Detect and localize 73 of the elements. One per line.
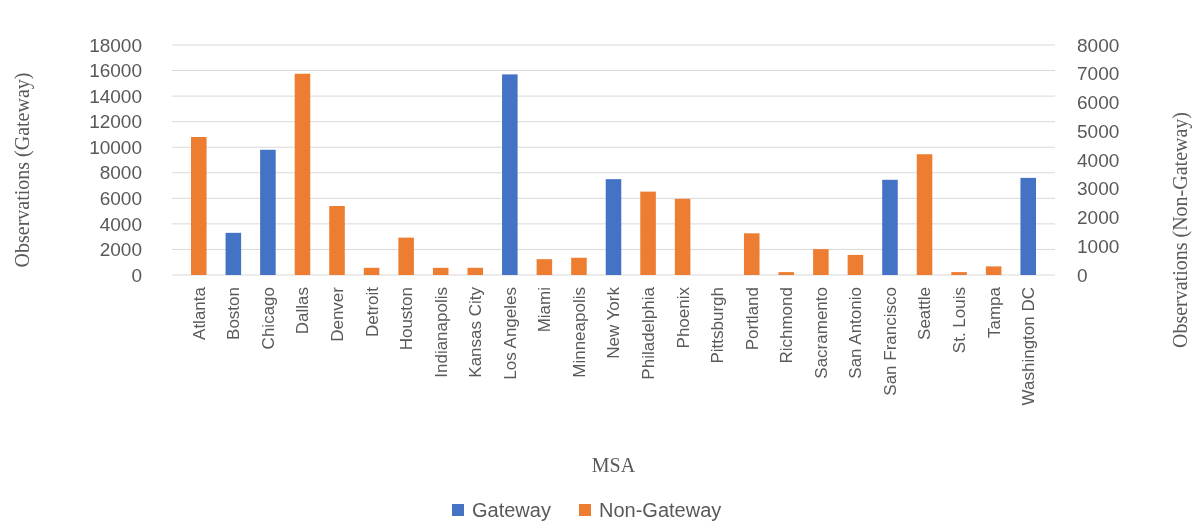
bar <box>294 73 311 275</box>
y2-tick-label: 2000 <box>1077 207 1120 229</box>
x-tick-label: Detroit <box>362 286 382 338</box>
y2-tick-label: 4000 <box>1077 149 1120 171</box>
x-tick-label: Seattle <box>915 287 935 340</box>
y-tick-label: 14000 <box>89 85 142 107</box>
x-tick-label: Miami <box>535 287 555 333</box>
bar <box>260 149 276 275</box>
y-tick-label: 10000 <box>89 136 142 158</box>
bar <box>536 259 553 275</box>
x-axis-title: MSA <box>591 454 636 476</box>
y-tick-label: 8000 <box>99 162 142 184</box>
x-tick-label: Portland <box>742 287 762 351</box>
bar <box>363 267 380 275</box>
y-tick-label: 6000 <box>99 187 142 209</box>
x-tick-label: St. Louis <box>950 287 970 354</box>
y2-tick-label: 6000 <box>1077 92 1120 114</box>
x-tick-label: Phoenix <box>673 286 693 349</box>
bar <box>985 266 1002 275</box>
x-tick-label: Minneapolis <box>569 287 589 378</box>
bar <box>813 249 829 275</box>
y2-tick-label: 7000 <box>1077 63 1120 85</box>
bar <box>398 237 414 275</box>
x-tick-label: San Francisco <box>880 287 900 396</box>
bar <box>502 74 518 275</box>
y-axis-title: Observations (Gateway) <box>11 72 34 268</box>
x-tick-label: Richmond <box>777 287 797 364</box>
bar <box>432 267 449 275</box>
legend-label: Non-Gateway <box>599 499 722 521</box>
bar <box>778 272 795 275</box>
bar <box>882 179 898 275</box>
x-tick-label: Dallas <box>293 287 313 335</box>
y2-tick-label: 5000 <box>1077 120 1120 142</box>
bar <box>329 206 345 275</box>
x-tick-label: Boston <box>224 287 244 340</box>
y-tick-label: 16000 <box>89 60 142 82</box>
x-tick-label: Indianapolis <box>431 287 451 378</box>
y2-axis-title: Observations (Non-Gateway) <box>1169 111 1192 349</box>
x-tick-label: Chicago <box>258 287 278 350</box>
y2-tick-label: 8000 <box>1077 34 1120 56</box>
bar <box>467 267 484 275</box>
x-tick-label: San Antonio <box>846 287 866 379</box>
y2-tick-label: 0 <box>1077 264 1088 286</box>
x-tick-label: Pittsburgh <box>708 287 728 364</box>
x-tick-label: Los Angeles <box>500 287 520 380</box>
y-tick-label: 0 <box>131 264 142 286</box>
legend-label: Gateway <box>472 499 551 521</box>
bar <box>916 154 933 275</box>
bar <box>674 198 691 275</box>
x-tick-label: Houston <box>397 287 417 351</box>
x-tick-label: Washington DC <box>1019 287 1039 406</box>
bar <box>191 137 207 275</box>
y-tick-label: 2000 <box>99 239 142 261</box>
x-tick-label: Kansas City <box>466 286 486 378</box>
x-tick-label: Philadelphia <box>639 286 659 380</box>
x-tick-label: Atlanta <box>189 286 209 340</box>
x-tick-label: New York <box>604 286 624 359</box>
bar <box>605 179 622 275</box>
y-tick-label: 12000 <box>89 111 142 133</box>
bar <box>225 232 242 275</box>
bar <box>1020 177 1036 275</box>
bar <box>847 254 864 275</box>
x-tick-label: Tampa <box>984 286 1004 339</box>
x-tick-label: Denver <box>327 286 347 342</box>
y-tick-label: 4000 <box>99 213 142 235</box>
bar <box>571 257 587 275</box>
y2-tick-label: 1000 <box>1077 235 1120 257</box>
y2-tick-label: 3000 <box>1077 178 1120 200</box>
bar <box>743 233 760 275</box>
bar <box>951 272 967 275</box>
y-tick-label: 18000 <box>89 34 142 56</box>
bar <box>640 191 656 275</box>
x-tick-label: Sacramento <box>811 287 831 379</box>
